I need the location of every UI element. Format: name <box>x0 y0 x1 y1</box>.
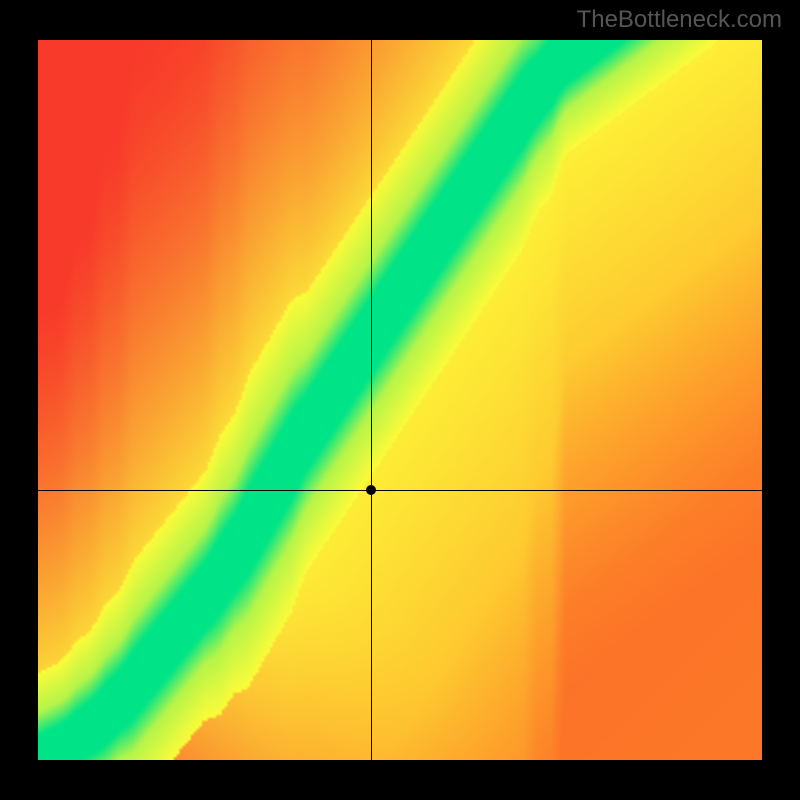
heatmap-canvas <box>38 40 762 760</box>
root: TheBottleneck.com <box>0 0 800 800</box>
heatmap-plot <box>38 40 762 760</box>
